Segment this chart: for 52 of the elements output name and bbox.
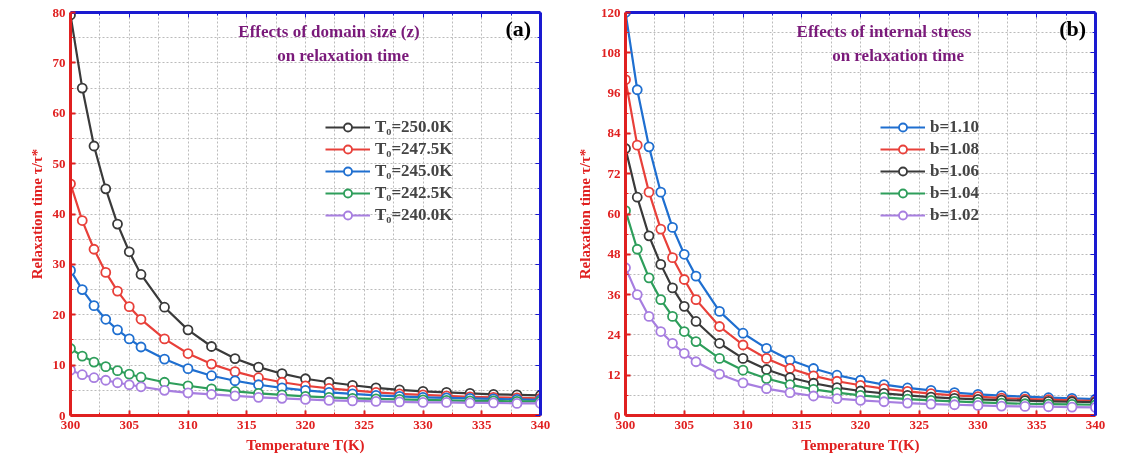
x-tick-label: 325: [909, 416, 930, 432]
y-tick-label: 108: [601, 44, 621, 60]
legend-label: T₀=250.0K: [375, 117, 453, 137]
y-tick-label: 70: [52, 54, 66, 70]
x-tick-label: 315: [792, 416, 812, 432]
y-tick-label: 48: [607, 246, 621, 262]
legend-label: T₀=240.0K: [375, 205, 453, 225]
x-tick-label: 305: [119, 416, 140, 432]
y-tick-label: 50: [52, 155, 66, 171]
legend-label: b=1.08: [930, 139, 979, 159]
x-tick-label: 310: [178, 416, 198, 432]
annotation: (a): [505, 15, 532, 41]
x-tick-label: 310: [733, 416, 753, 432]
y-tick-label: 72: [607, 165, 621, 181]
x-tick-label: 330: [968, 416, 988, 432]
y-tick-label: 84: [607, 125, 621, 141]
y-tick-label: 120: [601, 4, 621, 20]
legend-label: b=1.06: [930, 161, 979, 181]
x-tick-label: 330: [413, 416, 433, 432]
legend-label: T₀=242.5K: [375, 183, 453, 203]
x-tick-label: 320: [295, 416, 316, 432]
annotation: (b): [1059, 15, 1087, 41]
y-tick-label: 96: [607, 85, 621, 101]
annotation: Effects of internal stress on relaxation time: [796, 21, 972, 65]
y-tick-label: 10: [52, 357, 66, 373]
x-tick-label: 305: [674, 416, 695, 432]
x-tick-label: 320: [850, 416, 871, 432]
y-tick-label: 12: [607, 367, 621, 383]
y-axis-title: Relaxation time τ/τ*: [577, 148, 593, 280]
y-tick-label: 60: [52, 105, 66, 121]
x-axis-title: Temperature T(K): [246, 436, 365, 454]
y-tick-label: 40: [52, 206, 66, 221]
x-axis-title: Temperature T(K): [801, 436, 920, 454]
y-axis-title: Relaxation time τ/τ*: [28, 148, 45, 280]
y-tick-label: 80: [52, 4, 66, 20]
y-tick-label: 24: [607, 326, 621, 342]
x-tick-label: 340: [1085, 416, 1106, 432]
y-tick-label: 36: [607, 286, 621, 302]
annotation: Effects of domain size (z) on relaxation time: [238, 21, 420, 65]
x-tick-label: 340: [530, 416, 551, 432]
y-tick-label: 30: [52, 256, 66, 272]
legend-label: b=1.04: [930, 183, 979, 203]
y-tick-label: 20: [52, 306, 66, 322]
legend-label: b=1.10: [930, 117, 979, 137]
x-tick-label: 335: [1027, 416, 1047, 432]
x-tick-label: 335: [472, 416, 492, 432]
legend-label: T₀=245.0K: [375, 161, 453, 181]
legend-label: T₀=247.5K: [375, 139, 453, 159]
y-tick-label: 60: [607, 206, 621, 221]
x-tick-label: 315: [237, 416, 257, 432]
legend-label: b=1.02: [930, 205, 979, 225]
x-tick-label: 325: [354, 416, 375, 432]
